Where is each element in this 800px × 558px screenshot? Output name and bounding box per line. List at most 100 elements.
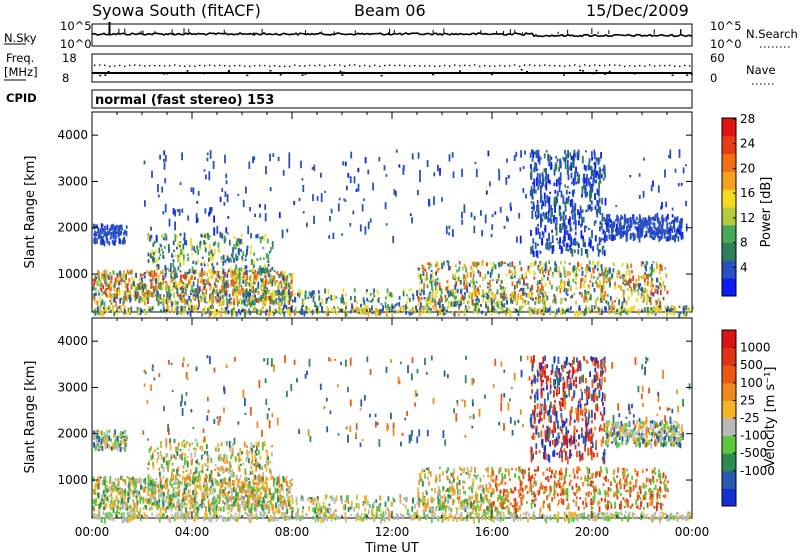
range-gate-cell bbox=[455, 265, 457, 268]
range-gate-cell bbox=[435, 292, 437, 297]
range-gate-cell bbox=[642, 225, 644, 231]
range-gate-cell bbox=[178, 505, 180, 511]
range-gate-cell bbox=[549, 192, 551, 194]
nave-point bbox=[634, 66, 635, 67]
range-gate-cell bbox=[479, 285, 481, 288]
range-gate-cell bbox=[599, 280, 601, 285]
range-gate-cell bbox=[372, 299, 374, 301]
range-gate-cell bbox=[627, 312, 629, 316]
range-gate-cell bbox=[562, 287, 564, 291]
range-gate-cell bbox=[598, 249, 600, 257]
range-gate-cell bbox=[123, 270, 125, 273]
range-gate-cell bbox=[531, 149, 533, 151]
range-gate-cell bbox=[349, 223, 351, 226]
range-gate-cell bbox=[148, 290, 150, 294]
range-gate-cell bbox=[577, 262, 579, 267]
range-gate-cell bbox=[642, 262, 644, 265]
range-gate-cell bbox=[592, 246, 594, 251]
range-gate-cell bbox=[522, 305, 524, 308]
range-gate-cell bbox=[500, 284, 502, 286]
range-gate-cell bbox=[100, 446, 102, 448]
range-gate-cell bbox=[573, 222, 575, 225]
range-gate-cell bbox=[604, 235, 606, 243]
range-gate-cell bbox=[177, 258, 179, 261]
range-gate-cell bbox=[433, 172, 435, 176]
freq-glitch bbox=[521, 69, 523, 71]
range-gate-cell bbox=[439, 298, 441, 301]
range-gate-cell bbox=[635, 221, 637, 225]
range-gate-cell bbox=[496, 301, 498, 306]
range-gate-cell bbox=[643, 220, 645, 227]
range-gate-cell bbox=[180, 249, 182, 255]
range-gate-cell bbox=[247, 246, 249, 249]
range-gate-cell bbox=[414, 309, 416, 313]
range-gate-cell bbox=[532, 238, 534, 244]
range-gate-cell bbox=[183, 285, 185, 288]
range-gate-cell bbox=[165, 281, 167, 283]
range-gate-cell bbox=[236, 242, 238, 246]
range-gate-cell bbox=[591, 157, 593, 161]
range-gate-cell bbox=[642, 275, 644, 280]
range-gate-cell bbox=[530, 297, 532, 300]
range-gate-cell bbox=[588, 228, 590, 230]
range-gate-cell bbox=[408, 289, 410, 291]
range-gate-cell bbox=[582, 236, 584, 240]
range-gate-cell bbox=[324, 288, 326, 293]
range-gate-cell bbox=[309, 291, 311, 296]
range-gate-cell bbox=[591, 230, 593, 238]
range-gate-cell bbox=[222, 295, 224, 299]
range-gate-cell bbox=[616, 224, 618, 229]
range-gate-cell bbox=[245, 265, 247, 269]
range-gate-cell bbox=[95, 277, 97, 280]
range-gate-cell bbox=[211, 263, 213, 266]
range-gate-cell bbox=[99, 479, 101, 485]
range-gate-cell bbox=[166, 283, 168, 289]
range-gate-cell bbox=[370, 218, 372, 222]
range-gate-cell bbox=[550, 205, 552, 207]
range-gate-cell bbox=[148, 253, 150, 257]
nave-point bbox=[539, 65, 540, 66]
noise-line bbox=[92, 33, 692, 37]
range-gate-cell bbox=[201, 263, 203, 266]
range-gate-cell bbox=[138, 296, 140, 299]
range-gate-cell bbox=[626, 236, 628, 242]
range-gate-cell bbox=[238, 248, 240, 254]
range-gate-cell bbox=[558, 241, 560, 243]
range-gate-cell bbox=[168, 244, 170, 247]
range-gate-cell bbox=[182, 299, 184, 303]
range-gate-cell bbox=[95, 292, 97, 295]
range-gate-cell bbox=[257, 282, 259, 287]
range-gate-cell bbox=[442, 288, 444, 290]
range-gate-cell bbox=[622, 263, 624, 267]
range-gate-cell bbox=[545, 173, 547, 180]
range-gate-cell bbox=[532, 298, 534, 301]
nave-point bbox=[239, 65, 240, 66]
range-gate-cell bbox=[268, 264, 270, 267]
range-gate-cell bbox=[145, 478, 147, 482]
nave-point bbox=[354, 64, 355, 65]
range-gate-cell bbox=[530, 153, 532, 158]
nave-point bbox=[504, 65, 505, 66]
range-gate-cell bbox=[213, 286, 215, 289]
range-gate-cell bbox=[278, 290, 280, 295]
colorbar-segment bbox=[722, 225, 736, 243]
range-gate-cell bbox=[491, 298, 493, 300]
range-gate-cell bbox=[605, 308, 607, 311]
range-gate-cell bbox=[634, 290, 636, 292]
range-gate-cell bbox=[540, 214, 542, 219]
range-gate-cell bbox=[266, 297, 268, 302]
range-gate-cell bbox=[504, 262, 506, 264]
range-gate-cell bbox=[192, 490, 194, 495]
range-gate-cell bbox=[498, 169, 500, 172]
range-gate-cell bbox=[345, 312, 347, 317]
range-gate-cell bbox=[299, 311, 301, 314]
range-gate-cell bbox=[318, 290, 320, 294]
range-gate-cell bbox=[519, 261, 521, 265]
range-gate-cell bbox=[600, 292, 602, 298]
range-gate-cell bbox=[613, 306, 615, 309]
range-gate-cell bbox=[236, 277, 238, 280]
range-gate-cell bbox=[226, 180, 228, 184]
nave-point bbox=[439, 65, 440, 66]
range-gate-cell bbox=[147, 235, 149, 240]
range-gate-cell bbox=[679, 149, 681, 158]
